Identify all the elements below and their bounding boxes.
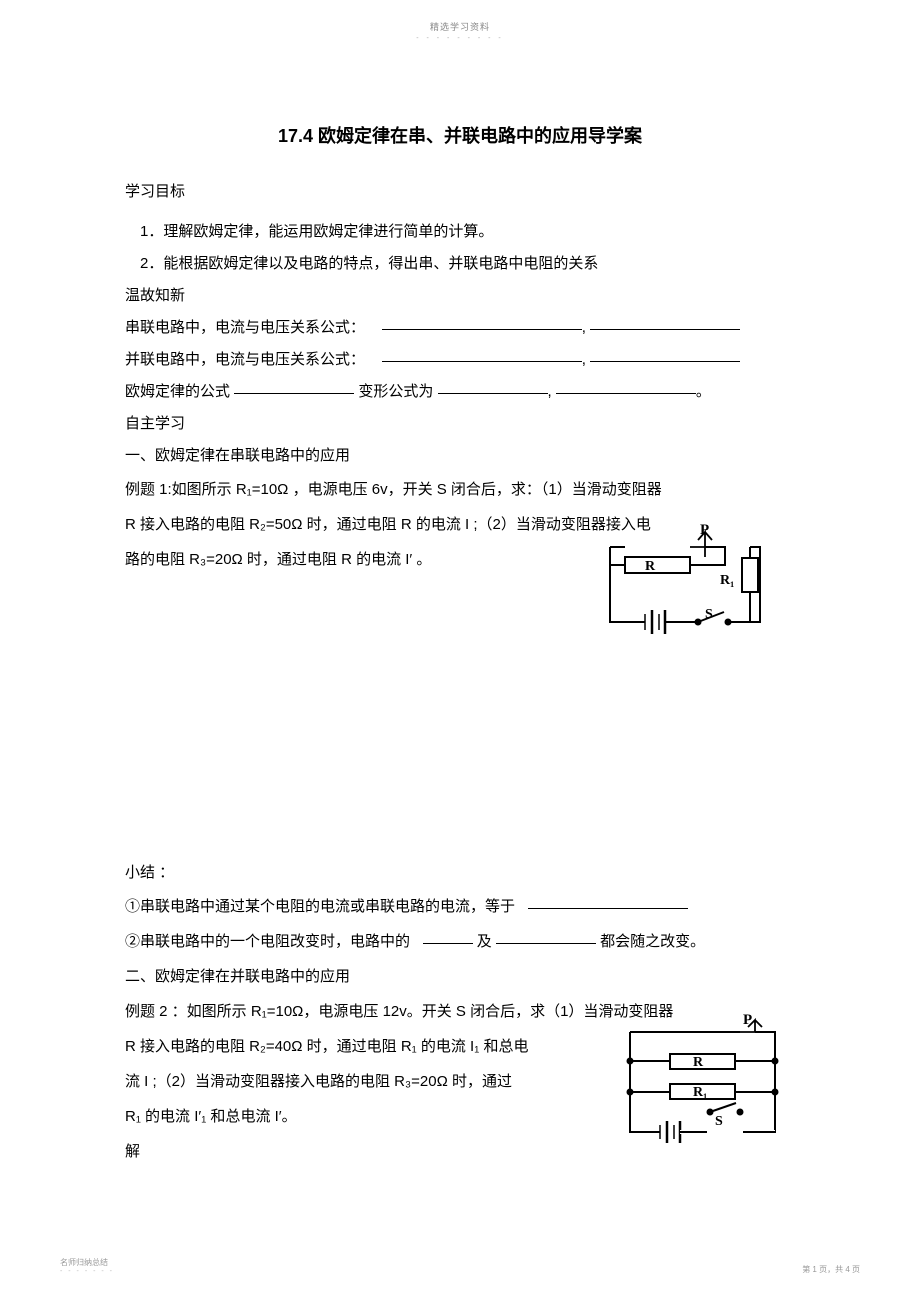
summary-line-2: ②串联电路中的一个电阻改变时，电路中的 及 都会随之改变。 — [125, 925, 795, 958]
summary1-pre: ①串联电路中通过某个电阻的电流或串联电路的电流，等于 — [125, 898, 515, 915]
blank — [438, 379, 548, 394]
review-line-2: 并联电路中，电流与电压关系公式： , — [125, 345, 795, 375]
goals-header: 学习目标 — [125, 178, 795, 205]
header-dots: - - - - - - - - - — [0, 35, 920, 42]
section2-header: 二、欧姆定律在并联电路中的应用 — [125, 960, 795, 993]
page-title: 17.4 欧姆定律在串、并联电路中的应用导学案 — [125, 122, 795, 148]
summary-line-1: ①串联电路中通过某个电阻的电流或串联电路的电流，等于 — [125, 890, 795, 923]
label-R-2: R — [693, 1055, 704, 1070]
blank — [496, 929, 596, 944]
summary2-mid: 及 — [477, 933, 492, 950]
blank — [234, 379, 354, 394]
review3-mid: 变形公式为 — [358, 383, 433, 400]
blank — [528, 894, 688, 909]
label-P2: P — [743, 1012, 752, 1028]
footer-left-dots: - - - - - - - — [60, 1268, 114, 1275]
footer-left-text: 名师归纳总结 — [60, 1257, 114, 1268]
blank — [590, 347, 740, 362]
self-study-header: 自主学习 — [125, 409, 795, 439]
main-content: 17.4 欧姆定律在串、并联电路中的应用导学案 学习目标 1．理解欧姆定律，能运… — [0, 42, 920, 1168]
blank — [382, 315, 582, 330]
blank — [382, 347, 582, 362]
review3-pre: 欧姆定律的公式 — [125, 383, 230, 400]
review-line-3: 欧姆定律的公式 变形公式为 , 。 — [125, 377, 795, 407]
label-R1-2: R₁ — [693, 1085, 707, 1100]
label-S-2: S — [715, 1114, 723, 1129]
goal-1: 1．理解欧姆定律，能运用欧姆定律进行简单的计算。 — [125, 217, 795, 247]
header-small-text: 精选学习资料 — [0, 0, 920, 33]
goal-2: 2．能根据欧姆定律以及电路的特点，得出串、并联电路中电阻的关系 — [125, 249, 795, 279]
circuit-diagram-1: P R R₁ S — [590, 522, 780, 642]
label-R1: R₁ — [720, 573, 734, 588]
summary-header: 小结 ： — [125, 858, 795, 888]
label-P: P — [700, 522, 709, 538]
blank — [423, 929, 473, 944]
label-S: S — [705, 607, 713, 622]
summary2-pre: ②串联电路中的一个电阻改变时，电路中的 — [125, 933, 410, 950]
circuit-diagram-2: P R R₁ S — [615, 1012, 795, 1152]
summary2-post: 都会随之改变。 — [600, 933, 705, 950]
footer-left: 名师归纳总结 - - - - - - - — [60, 1257, 114, 1275]
review-header: 温故知新 — [125, 281, 795, 311]
review-line-1: 串联电路中，电流与电压关系公式： , — [125, 313, 795, 343]
footer-right: 第 1 页，共 4 页 — [802, 1264, 860, 1275]
blank — [590, 315, 740, 330]
review1-pre: 串联电路中，电流与电压关系公式： — [125, 319, 365, 336]
example1-line1: 例题 1:如图所示 R₁=10Ω ，电源电压 6v，开关 S 闭合后，求：（1）… — [125, 473, 795, 506]
label-R: R — [645, 559, 656, 574]
blank — [556, 379, 696, 394]
review2-pre: 并联电路中，电流与电压关系公式： — [125, 351, 365, 368]
section1-header: 一、欧姆定律在串联电路中的应用 — [125, 441, 795, 471]
